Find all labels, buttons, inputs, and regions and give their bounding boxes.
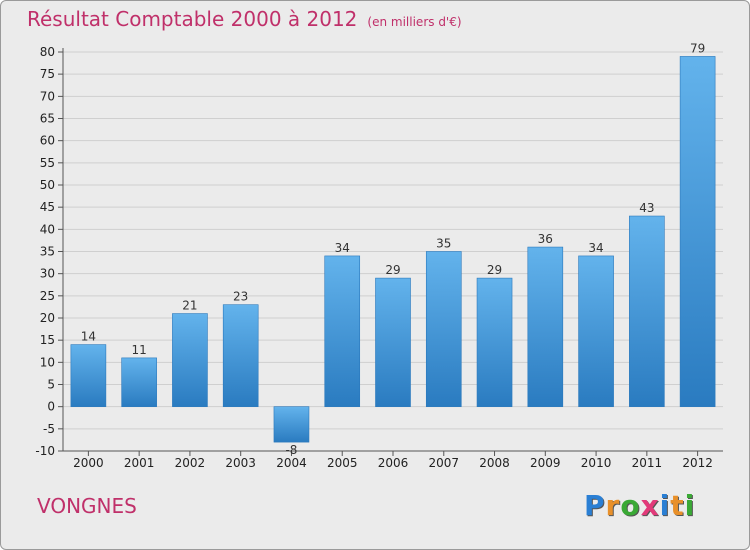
logo-letter: P — [584, 489, 606, 522]
bar — [172, 313, 208, 407]
logo-letter: r — [605, 489, 621, 522]
y-tick-label: 80 — [40, 45, 55, 59]
y-tick-label: 45 — [40, 200, 55, 214]
chart-title: Résultat Comptable 2000 à 2012 (en millie… — [27, 7, 462, 31]
labels: 14 11 21 23 -8 34 29 35 29 36 34 43 79 — [81, 41, 706, 457]
data-label: 43 — [639, 201, 654, 215]
y-tick-label: 0 — [47, 400, 55, 414]
logo-letter: o — [620, 489, 641, 522]
data-label: 79 — [690, 41, 705, 55]
bar — [273, 406, 310, 443]
data-label: 34 — [335, 241, 350, 255]
logo-letter: i — [659, 489, 671, 522]
bar — [375, 277, 411, 407]
bar — [476, 277, 513, 407]
bar — [578, 255, 614, 407]
x-tick-label: 2008 — [479, 456, 510, 470]
x-tick-label: 2011 — [632, 456, 663, 470]
data-label: 21 — [182, 299, 197, 313]
y-tick-label: 60 — [40, 134, 55, 148]
data-label: 23 — [233, 290, 248, 304]
y-tick-label: 65 — [40, 112, 55, 126]
bar — [121, 357, 157, 407]
bar — [629, 215, 665, 407]
x-tick-label: 2006 — [378, 456, 409, 470]
data-label: 14 — [81, 330, 96, 344]
title-text: Résultat Comptable 2000 à 2012 — [27, 7, 358, 31]
x-tick-label: 2000 — [73, 456, 104, 470]
x-tick-label: 2002 — [175, 456, 206, 470]
data-label: 35 — [436, 237, 451, 251]
y-tick-label: 20 — [40, 311, 55, 325]
data-label: -8 — [285, 443, 297, 457]
bar — [527, 246, 564, 407]
logo-letter: t — [670, 489, 685, 522]
bars — [70, 56, 716, 443]
y-tick-label: -5 — [43, 422, 55, 436]
x-tick-label: 2004 — [276, 456, 307, 470]
logo-letter: i — [684, 489, 696, 522]
x-tick-label: 2009 — [530, 456, 561, 470]
axes: -10 -5 0 5 10 15 20 25 30 35 40 45 50 55 60 65 70 75 80 200… — [35, 45, 723, 470]
data-label: 34 — [588, 241, 603, 255]
y-tick-label: 10 — [40, 355, 55, 369]
y-tick-label: 75 — [40, 67, 55, 81]
y-tick-label: 30 — [40, 267, 55, 281]
y-tick-label: 15 — [40, 333, 55, 347]
bar — [425, 251, 462, 407]
y-tick-label: 55 — [40, 156, 55, 170]
commune-name: VONGNES — [37, 494, 137, 518]
x-tick-label: 2010 — [581, 456, 612, 470]
bar — [324, 255, 361, 407]
title-unit: (en milliers d'€) — [367, 15, 462, 29]
x-tick-label: 2007 — [428, 456, 459, 470]
bar — [679, 56, 716, 407]
data-label: 29 — [385, 263, 400, 277]
y-tick-label: 50 — [40, 178, 55, 192]
y-tick-label: 5 — [47, 378, 55, 392]
data-label: 11 — [132, 343, 147, 357]
y-tick-label: 40 — [40, 222, 55, 236]
data-label: 36 — [538, 232, 553, 246]
y-tick-label: 25 — [40, 289, 55, 303]
x-tick-label: 2001 — [124, 456, 155, 470]
x-tick-label: 2005 — [327, 456, 358, 470]
proxiti-logo: Proxiti — [584, 489, 695, 522]
logo-letter: x — [640, 489, 660, 522]
y-tick-label: -10 — [35, 444, 55, 458]
bar — [222, 304, 259, 407]
y-tick-label: 35 — [40, 245, 55, 259]
bar — [70, 344, 107, 407]
y-tick-label: 70 — [40, 89, 55, 103]
x-tick-label: 2012 — [682, 456, 713, 470]
data-label: 29 — [487, 263, 502, 277]
x-tick-label: 2003 — [225, 456, 256, 470]
